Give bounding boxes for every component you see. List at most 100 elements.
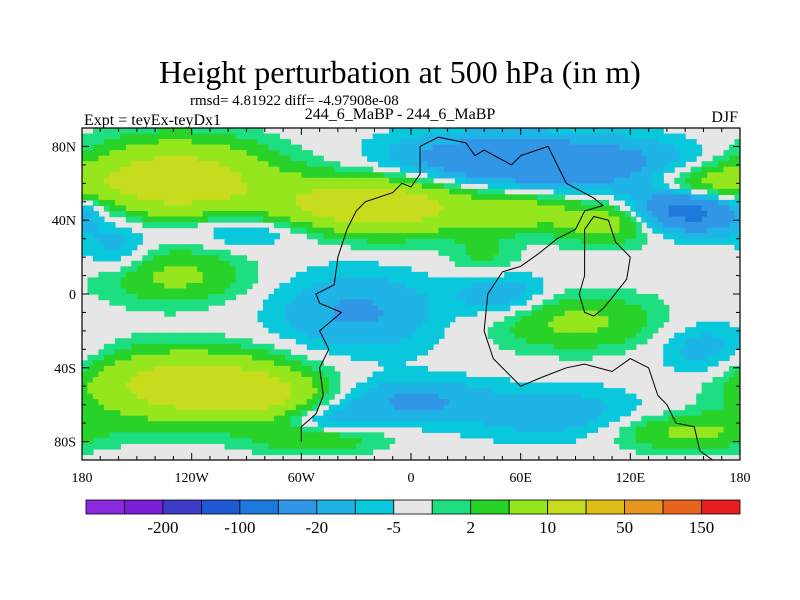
field-cell [515, 144, 522, 151]
field-cell [443, 133, 450, 140]
field-cell [531, 227, 538, 234]
field-cell [438, 321, 445, 328]
field-cell [493, 415, 500, 422]
field-cell [657, 161, 664, 168]
field-cell [202, 349, 209, 356]
field-cell [235, 155, 242, 162]
field-cell [646, 305, 653, 312]
field-cell [317, 343, 324, 350]
field-cell [476, 172, 483, 179]
field-cell [114, 133, 121, 140]
field-cell [230, 233, 237, 240]
field-cell [591, 410, 599, 417]
field-cell [591, 155, 599, 162]
field-cell [663, 183, 670, 190]
field-cell [383, 410, 390, 417]
field-cell [487, 399, 494, 406]
field-cell [290, 310, 297, 317]
field-cell [674, 139, 681, 146]
field-cell [273, 216, 280, 223]
field-cell [235, 377, 242, 384]
field-cell [586, 161, 593, 168]
field-cell [421, 133, 429, 140]
field-cell [411, 244, 418, 251]
field-cell [153, 155, 160, 162]
field-cell [345, 349, 352, 356]
field-cell [454, 222, 461, 229]
field-cell [82, 360, 89, 367]
field-cell [153, 421, 160, 428]
field-cell [570, 205, 577, 212]
field-cell [641, 421, 648, 428]
field-cell [553, 310, 560, 317]
field-cell [438, 128, 445, 135]
field-cell [701, 177, 708, 184]
field-cell [98, 238, 105, 245]
field-cell [246, 360, 253, 367]
field-cell [120, 144, 127, 151]
field-cell [613, 349, 620, 356]
field-cell [378, 133, 385, 140]
field-cell [482, 282, 489, 290]
field-cell [443, 244, 450, 251]
field-cell [345, 194, 352, 201]
field-cell [328, 238, 335, 245]
field-cell [531, 166, 538, 173]
field-cell [394, 354, 401, 361]
field-cell [471, 421, 478, 428]
field-cell [734, 426, 740, 433]
field-cell [701, 404, 708, 411]
field-cell [597, 238, 604, 245]
field-cell [268, 211, 275, 218]
field-cell [378, 177, 385, 184]
field-cell [443, 321, 450, 328]
field-cell [334, 177, 341, 184]
field-cell [92, 216, 100, 223]
field-cell [718, 404, 725, 411]
field-cell [657, 177, 664, 184]
field-cell [449, 255, 456, 262]
field-cell [230, 426, 237, 433]
field-cell [301, 332, 308, 339]
field-cell [641, 211, 648, 218]
field-cell [213, 144, 220, 151]
field-cell [345, 238, 352, 245]
field-cell [142, 260, 149, 267]
field-cell [92, 277, 100, 284]
field-cell [202, 139, 209, 146]
field-cell [411, 166, 418, 173]
field-cell [114, 371, 121, 378]
field-cell [82, 244, 89, 251]
field-cell [224, 188, 231, 195]
field-cell [372, 415, 379, 422]
field-cell [454, 388, 461, 395]
field-cell [142, 388, 149, 395]
field-cell [454, 216, 461, 223]
field-cell [306, 393, 313, 400]
field-cell [339, 338, 346, 345]
field-cell [251, 199, 259, 207]
field-cell [438, 277, 445, 284]
field-cell [82, 222, 89, 229]
field-cell [416, 393, 423, 400]
field-cell [367, 144, 374, 151]
field-cell [246, 172, 253, 179]
field-cell [624, 161, 631, 168]
field-cell [378, 399, 385, 406]
field-cell [312, 277, 319, 284]
field-cell [624, 222, 631, 229]
field-cell [306, 177, 313, 184]
field-cell [400, 161, 407, 168]
field-cell [734, 343, 740, 350]
field-cell [197, 277, 204, 284]
field-cell [394, 139, 401, 146]
field-cell [180, 282, 187, 290]
field-cell [383, 183, 390, 190]
field-cell [306, 382, 313, 389]
field-cell [257, 188, 264, 195]
field-cell [663, 133, 670, 140]
field-cell [707, 166, 714, 173]
field-cell [120, 133, 127, 140]
field-cell [701, 410, 708, 417]
field-cell [487, 199, 494, 207]
